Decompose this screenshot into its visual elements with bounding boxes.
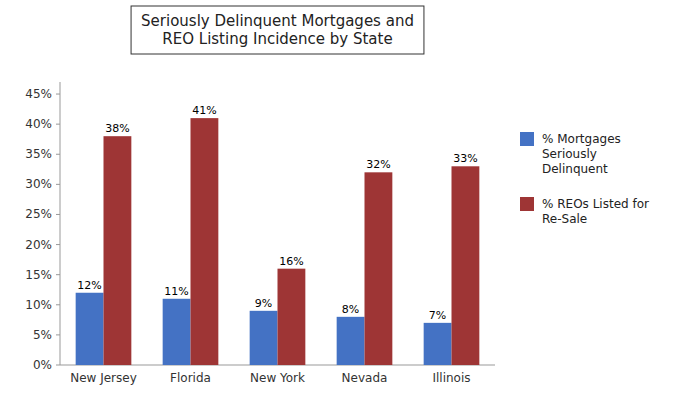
data-label: 9% [255, 297, 272, 310]
y-tick-label: 45% [25, 87, 52, 101]
y-tick [56, 214, 60, 215]
bar [104, 136, 132, 365]
data-label: 8% [342, 303, 359, 316]
x-tick-label: Illinois [432, 371, 470, 385]
y-tick-label: 15% [25, 268, 52, 282]
y-tick-label: 40% [25, 117, 52, 131]
y-axis: 0% 5% 10% 15% 20% 25% 30% 35% 40% 45% [25, 82, 60, 372]
data-label: 41% [192, 104, 216, 117]
y-tick [56, 154, 60, 155]
bar [191, 118, 219, 365]
y-axis-line [60, 82, 61, 365]
chart-container: Seriously Delinquent Mortgages andREO Li… [0, 0, 695, 401]
x-tick-label: New York [250, 371, 305, 385]
data-label: 16% [279, 255, 303, 268]
legend-swatch [520, 197, 534, 211]
y-tick [56, 184, 60, 185]
y-tick-label: 20% [25, 238, 52, 252]
y-tick [56, 124, 60, 125]
y-tick-label: 0% [33, 358, 52, 372]
y-tick-label: 10% [25, 298, 52, 312]
title: Seriously Delinquent Mortgages andREO Li… [141, 12, 414, 48]
data-label: 33% [453, 152, 477, 165]
y-tick-label: 30% [25, 177, 52, 191]
y-tick-label: 25% [25, 207, 52, 221]
x-tick-label: Florida [170, 371, 211, 385]
y-tick-label: 35% [25, 147, 52, 161]
y-tick [56, 365, 60, 366]
data-labels: 12% 11% 9% 8% 7% 38% 41% 16% 32% 33% [77, 104, 477, 322]
x-tick-label: New Jersey [70, 371, 137, 385]
data-label: 12% [77, 279, 101, 292]
bar [337, 317, 365, 365]
data-label: 38% [105, 122, 129, 135]
legend: % MortgagesSeriouslyDelinquent % REOs Lis… [520, 132, 649, 226]
bar [76, 293, 104, 365]
bar [163, 299, 191, 365]
y-tick [56, 274, 60, 275]
y-tick-label: 5% [33, 328, 52, 342]
chart: Seriously Delinquent Mortgages andREO Li… [0, 0, 695, 401]
bars [76, 118, 480, 365]
bar [278, 269, 306, 365]
data-label: 11% [164, 285, 188, 298]
x-tick-label: Nevada [342, 371, 388, 385]
y-tick [56, 334, 60, 335]
bar [365, 172, 393, 365]
y-tick [56, 94, 60, 95]
bar [424, 323, 452, 365]
data-label: 32% [366, 158, 390, 171]
legend-label: % REOs Listed forRe-Sale [542, 197, 649, 226]
title-box [131, 6, 424, 54]
legend-label: % MortgagesSeriouslyDelinquent [542, 132, 621, 176]
bar [452, 166, 480, 365]
bar [250, 311, 278, 365]
data-label: 7% [429, 309, 446, 322]
legend-swatch [520, 132, 534, 146]
y-tick [56, 304, 60, 305]
y-tick [56, 244, 60, 245]
